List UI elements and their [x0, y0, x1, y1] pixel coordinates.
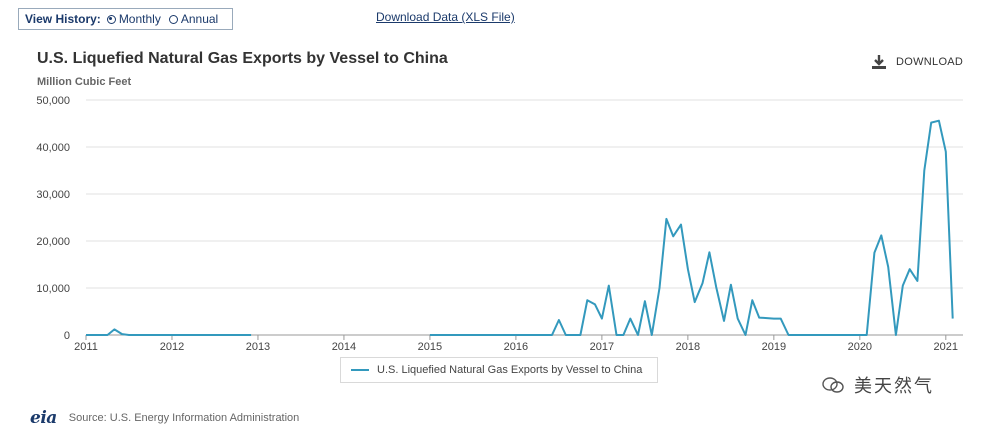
chart-units: Million Cubic Feet	[37, 76, 132, 88]
radio-selected-icon	[106, 14, 116, 24]
y-tick-label: 20,000	[36, 236, 70, 248]
x-tick-label: 2011	[74, 341, 98, 353]
x-tick-label: 2020	[848, 341, 872, 353]
annual-radio[interactable]: Annual	[168, 12, 219, 26]
legend-label: U.S. Liquefied Natural Gas Exports by Ve…	[377, 364, 643, 376]
legend-swatch	[351, 369, 369, 371]
y-tick-label: 50,000	[36, 95, 70, 107]
x-tick-label: 2017	[590, 341, 614, 353]
view-history-bar: View History: Monthly Annual	[18, 8, 234, 30]
y-tick-label: 10,000	[36, 283, 70, 295]
source-line: eia Source: U.S. Energy Information Admi…	[30, 408, 299, 428]
download-button[interactable]: DOWNLOAD	[870, 54, 963, 70]
legend-item[interactable]: U.S. Liquefied Natural Gas Exports by Ve…	[340, 357, 658, 383]
view-history-label: View History:	[25, 12, 101, 26]
watermark-text: 美天然气	[854, 376, 934, 396]
x-tick-label: 2015	[418, 341, 442, 353]
series-line	[429, 119, 954, 336]
x-tick-label: 2021	[934, 341, 958, 353]
x-tick-label: 2014	[332, 341, 356, 353]
eia-logo: eia	[30, 408, 57, 428]
chart-title: U.S. Liquefied Natural Gas Exports by Ve…	[37, 50, 448, 67]
x-tick-label: 2019	[762, 341, 786, 353]
annual-label: Annual	[180, 12, 219, 26]
x-tick-label: 2018	[676, 341, 700, 353]
series-line	[86, 328, 252, 336]
download-label: DOWNLOAD	[896, 56, 964, 68]
watermark: 美天然气	[822, 372, 934, 398]
wechat-icon	[822, 377, 844, 393]
y-tick-label: 30,000	[36, 189, 70, 201]
y-tick-label: 40,000	[36, 142, 70, 154]
x-tick-label: 2016	[504, 341, 528, 353]
monthly-label: Monthly	[118, 12, 161, 26]
x-tick-label: 2012	[160, 341, 184, 353]
source-text: Source: U.S. Energy Information Administ…	[68, 412, 300, 424]
download-icon	[872, 55, 886, 69]
radio-unselected-icon	[168, 14, 178, 24]
x-tick-label: 2013	[246, 341, 270, 353]
monthly-radio[interactable]: Monthly	[106, 12, 161, 26]
y-tick-label: 0	[64, 330, 70, 342]
download-data-link[interactable]: Download Data (XLS File)	[376, 10, 515, 24]
